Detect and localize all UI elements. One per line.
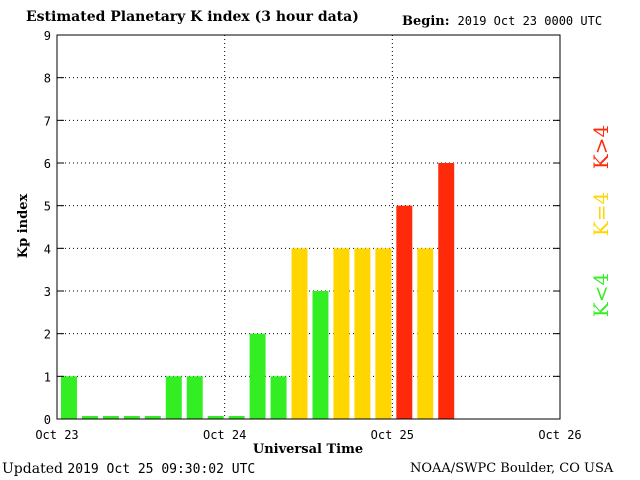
kp-bar — [61, 376, 77, 419]
x-tick-label: Oct 24 — [203, 428, 246, 442]
y-tick-label: 0 — [44, 413, 51, 427]
plot-frame — [56, 34, 561, 420]
y-tick-label: 7 — [44, 114, 51, 128]
x-tick-label: Oct 26 — [538, 428, 581, 442]
kp-bar — [123, 416, 140, 419]
bar-series — [61, 163, 455, 419]
y-tick-label: 5 — [44, 200, 51, 214]
kp-bar — [81, 416, 98, 419]
y-tick-label: 9 — [44, 29, 51, 43]
kp-bar — [396, 205, 413, 419]
legend-entry: K>4 — [589, 125, 613, 169]
chart-title: Estimated Planetary K index (3 hour data… — [26, 9, 359, 25]
kp-bar — [417, 248, 434, 419]
y-axis: 0 1 2 3 4 5 6 7 8 9 — [44, 29, 560, 427]
legend-entry: K<4 — [589, 273, 613, 317]
kp-bar — [249, 333, 266, 419]
begin-info: Begin: 2019 Oct 23 0000 UTC — [402, 14, 602, 29]
begin-label: Begin: — [402, 14, 450, 29]
x-axis: Oct 23 Oct 24 Oct 25 Oct 26 — [35, 428, 581, 442]
kp-bar — [144, 416, 161, 419]
kp-bar — [375, 248, 392, 419]
x-axis-title: Universal Time — [253, 442, 363, 457]
grid-lines — [57, 35, 560, 419]
y-tick-label: 3 — [44, 285, 51, 299]
updated-info: Updated 2019 Oct 25 09:30:02 UTC — [2, 461, 255, 477]
kp-bar — [291, 248, 308, 419]
kp-bar — [186, 376, 203, 419]
updated-label: Updated — [2, 461, 63, 477]
kp-bar — [333, 248, 350, 419]
kp-bar — [438, 163, 455, 419]
credit-text: NOAA/SWPC Boulder, CO USA — [410, 461, 614, 476]
begin-value: 2019 Oct 23 0000 UTC — [457, 14, 603, 28]
legend: K<4 K=4 K>4 — [589, 125, 613, 317]
y-axis-title: Kp index — [16, 194, 31, 259]
x-tick-label: Oct 25 — [371, 428, 414, 442]
updated-value: 2019 Oct 25 09:30:02 UTC — [67, 462, 256, 477]
y-tick-label: 4 — [44, 242, 51, 256]
kp-bar — [354, 248, 371, 419]
kp-bar — [312, 291, 329, 419]
kp-bar — [165, 376, 182, 419]
legend-entry: K=4 — [589, 192, 613, 236]
x-tick-label: Oct 23 — [35, 428, 78, 442]
kp-bar — [270, 376, 287, 419]
y-tick-label: 2 — [44, 328, 51, 342]
y-tick-label: 1 — [44, 370, 51, 384]
kp-bar — [102, 416, 119, 419]
y-tick-label: 6 — [44, 157, 51, 171]
kp-bar — [228, 416, 245, 419]
y-tick-label: 8 — [44, 72, 51, 86]
kp-bar — [207, 416, 224, 419]
